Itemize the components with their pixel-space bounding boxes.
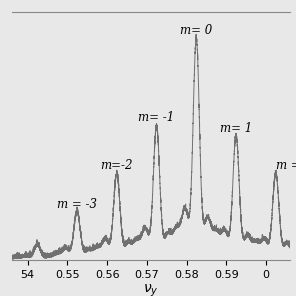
Text: m= -1: m= -1 (139, 111, 175, 124)
X-axis label: $\nu_y$: $\nu_y$ (143, 283, 159, 296)
Text: m= 0: m= 0 (180, 24, 213, 37)
Text: m =: m = (276, 159, 296, 172)
Text: m= 1: m= 1 (220, 122, 252, 135)
Text: m=-2: m=-2 (101, 159, 133, 172)
Text: m = -3: m = -3 (57, 198, 97, 211)
